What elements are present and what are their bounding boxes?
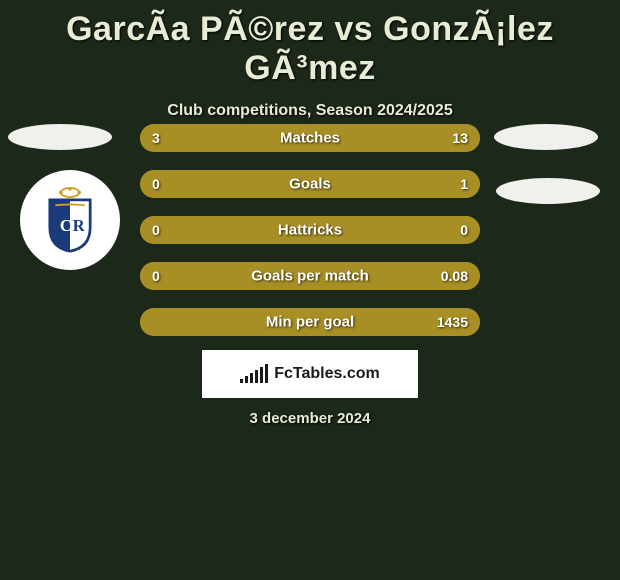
bar-right-fill <box>204 124 480 152</box>
club-right-avatar <box>496 178 600 204</box>
date-line: 3 december 2024 <box>250 410 371 427</box>
bar-value-left: 3 <box>152 130 160 146</box>
bar-value-left: 0 <box>152 222 160 238</box>
logo-text: FcTables.com <box>274 365 380 383</box>
stat-row: Goals 0 1 <box>140 170 480 198</box>
bar-label: Matches <box>280 130 340 147</box>
bar-value-right: 1435 <box>437 314 468 330</box>
bar-label: Hattricks <box>278 222 342 239</box>
svg-text:C: C <box>60 216 72 235</box>
player-left-avatar <box>8 124 112 150</box>
chart-icon <box>240 365 268 383</box>
bar-label: Goals per match <box>251 268 369 285</box>
stat-row: Matches 3 13 <box>140 124 480 152</box>
bar-label: Goals <box>289 176 331 193</box>
stat-row: Hattricks 0 0 <box>140 216 480 244</box>
shield-icon: C R <box>44 187 96 253</box>
page-title: GarcÃ­a PÃ©rez vs GonzÃ¡lez GÃ³mez <box>0 0 620 88</box>
bar-value-right: 13 <box>452 130 468 146</box>
stat-row: Goals per match 0 0.08 <box>140 262 480 290</box>
bar-value-left: 0 <box>152 268 160 284</box>
club-left-badge: C R <box>20 170 120 270</box>
bar-value-right: 0 <box>460 222 468 238</box>
player-right-avatar <box>494 124 598 150</box>
bar-value-left: 0 <box>152 176 160 192</box>
svg-text:R: R <box>73 216 86 235</box>
stat-row: Min per goal 1435 <box>140 308 480 336</box>
stats-bars: Matches313Goals01Hattricks00Goals per ma… <box>140 124 480 354</box>
fctables-logo: FcTables.com <box>202 350 418 398</box>
subtitle: Club competitions, Season 2024/2025 <box>0 102 620 120</box>
bar-left-fill <box>140 124 204 152</box>
bar-value-right: 1 <box>460 176 468 192</box>
bar-label: Min per goal <box>266 314 354 331</box>
bar-value-right: 0.08 <box>441 268 468 284</box>
